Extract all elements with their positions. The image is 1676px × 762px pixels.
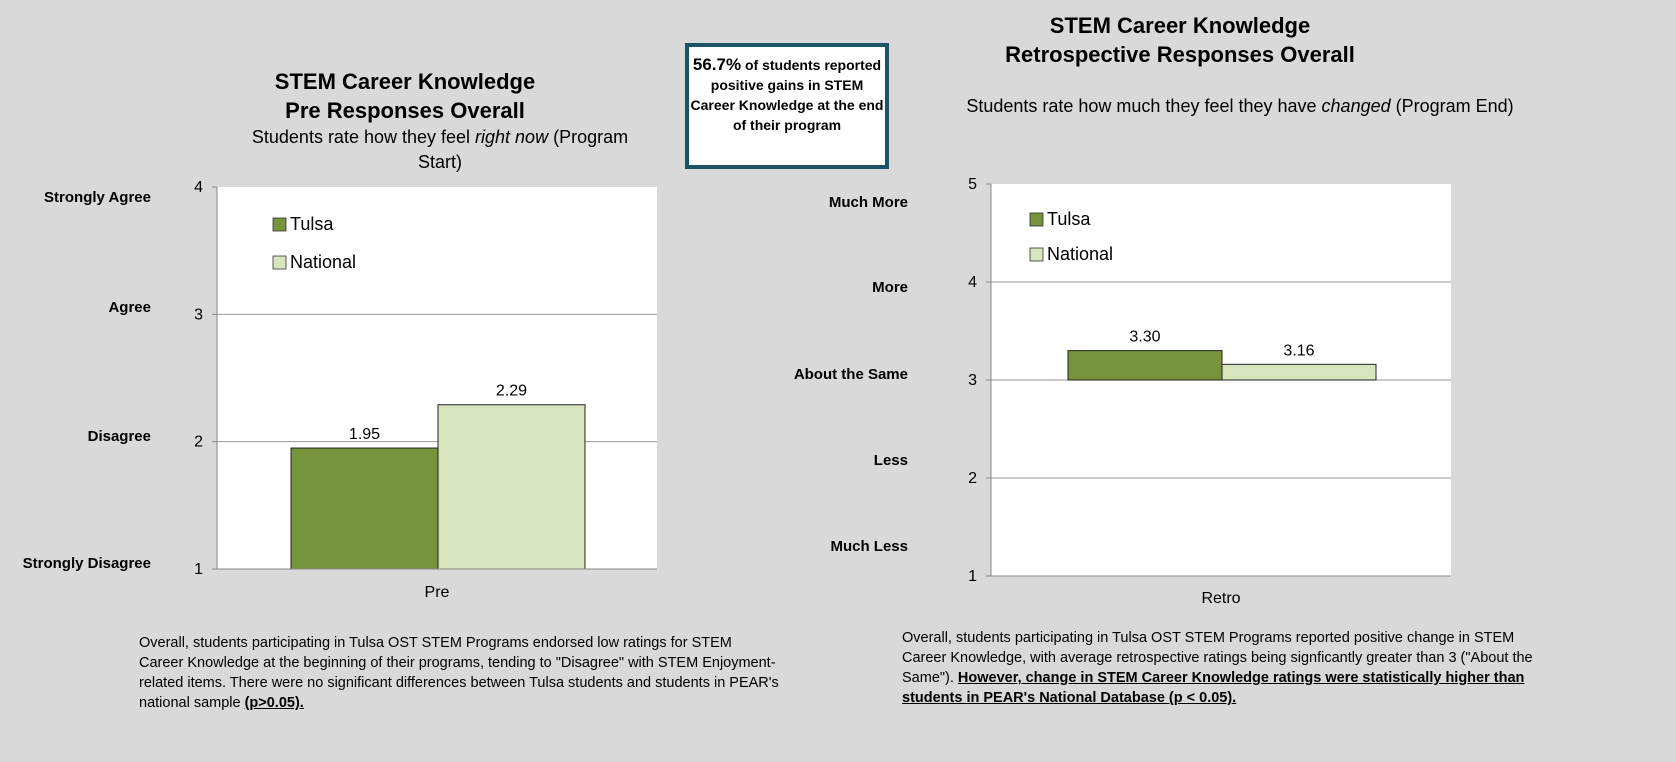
left-bars: 1.95 2.29 bbox=[290, 383, 586, 570]
right-bar-tulsa bbox=[1067, 350, 1223, 381]
right-chart-title: STEM Career Knowledge Retrospective Resp… bbox=[970, 11, 1390, 69]
right-likert-much-less: Much Less bbox=[830, 538, 908, 555]
left-bar-tulsa bbox=[290, 447, 439, 570]
left-legend-label-tulsa: Tulsa bbox=[290, 214, 334, 234]
right-data-label-tulsa: 3.30 bbox=[1129, 329, 1160, 346]
left-chart-subtitle: Students rate how they feel right now (P… bbox=[251, 127, 629, 172]
right-y-tick-label: 3 bbox=[968, 372, 977, 389]
right-legend-label-national: National bbox=[1047, 244, 1113, 264]
left-title-line1: STEM Career Knowledge bbox=[274, 69, 536, 94]
left-likert-strongly-agree: Strongly Agree bbox=[44, 189, 151, 206]
right-likert-much-more: Much More bbox=[828, 194, 908, 211]
right-y-tick-label: 1 bbox=[968, 568, 977, 585]
left-y-tick-label: 2 bbox=[194, 434, 203, 451]
left-legend-swatch-national bbox=[272, 255, 287, 270]
left-bar-national bbox=[437, 404, 586, 570]
right-likert-more: More bbox=[872, 279, 908, 296]
left-summary-note: Overall, students participating in Tulsa… bbox=[139, 635, 779, 711]
right-likert-about-the-same: About the Same bbox=[793, 366, 908, 383]
left-title-line2: Pre Responses Overall bbox=[285, 98, 525, 123]
right-x-category-label: Retro bbox=[1201, 590, 1240, 607]
right-title-line1: STEM Career Knowledge bbox=[1049, 13, 1311, 38]
right-y-tick-label: 2 bbox=[968, 470, 977, 487]
right-chart-subtitle: Students rate how much they feel they ha… bbox=[966, 96, 1514, 116]
left-legend-swatch-tulsa bbox=[272, 217, 287, 232]
right-summary-note: Overall, students participating in Tulsa… bbox=[902, 630, 1533, 706]
left-x-category-label: Pre bbox=[425, 584, 450, 601]
left-y-tick-label: 3 bbox=[194, 306, 203, 323]
right-y-tick-label: 4 bbox=[968, 274, 977, 291]
right-legend-label-tulsa: Tulsa bbox=[1047, 209, 1091, 229]
callout-percent: 56.7% bbox=[692, 55, 742, 74]
right-y-ticks: 1 2 3 4 5 bbox=[968, 176, 991, 585]
right-y-tick-label: 5 bbox=[968, 176, 977, 193]
right-bar-chart: 1 2 3 4 5 3.30 3.16 Retro Tulsa National bbox=[968, 176, 1451, 607]
right-likert-less: Less bbox=[873, 452, 908, 469]
left-data-label-national: 2.29 bbox=[496, 383, 527, 400]
left-likert-strongly-disagree: Strongly Disagree bbox=[22, 555, 151, 572]
callout-text: of students reported positive gains in S… bbox=[690, 57, 884, 133]
left-y-ticks: 1 2 3 4 bbox=[194, 179, 217, 578]
gains-callout-box: 56.7% of students reported positive gain… bbox=[685, 43, 889, 169]
left-data-label-tulsa: 1.95 bbox=[349, 426, 380, 443]
right-title-line2: Retrospective Responses Overall bbox=[1005, 42, 1355, 67]
right-legend-swatch-tulsa bbox=[1029, 212, 1044, 227]
left-likert-agree: Agree bbox=[108, 299, 151, 316]
left-chart-title: STEM Career Knowledge Pre Responses Over… bbox=[205, 67, 605, 125]
left-likert-disagree: Disagree bbox=[87, 428, 151, 445]
right-data-label-national: 3.16 bbox=[1283, 342, 1314, 359]
left-bar-chart: 1 2 3 4 1.95 2.29 Pre Tulsa National bbox=[194, 179, 657, 601]
left-y-tick-label: 1 bbox=[194, 561, 203, 578]
right-legend-swatch-national bbox=[1029, 247, 1044, 262]
left-legend-label-national: National bbox=[290, 252, 356, 272]
left-y-tick-label: 4 bbox=[194, 179, 203, 196]
right-bar-national bbox=[1221, 363, 1377, 381]
right-bars: 3.30 3.16 bbox=[1067, 329, 1377, 381]
